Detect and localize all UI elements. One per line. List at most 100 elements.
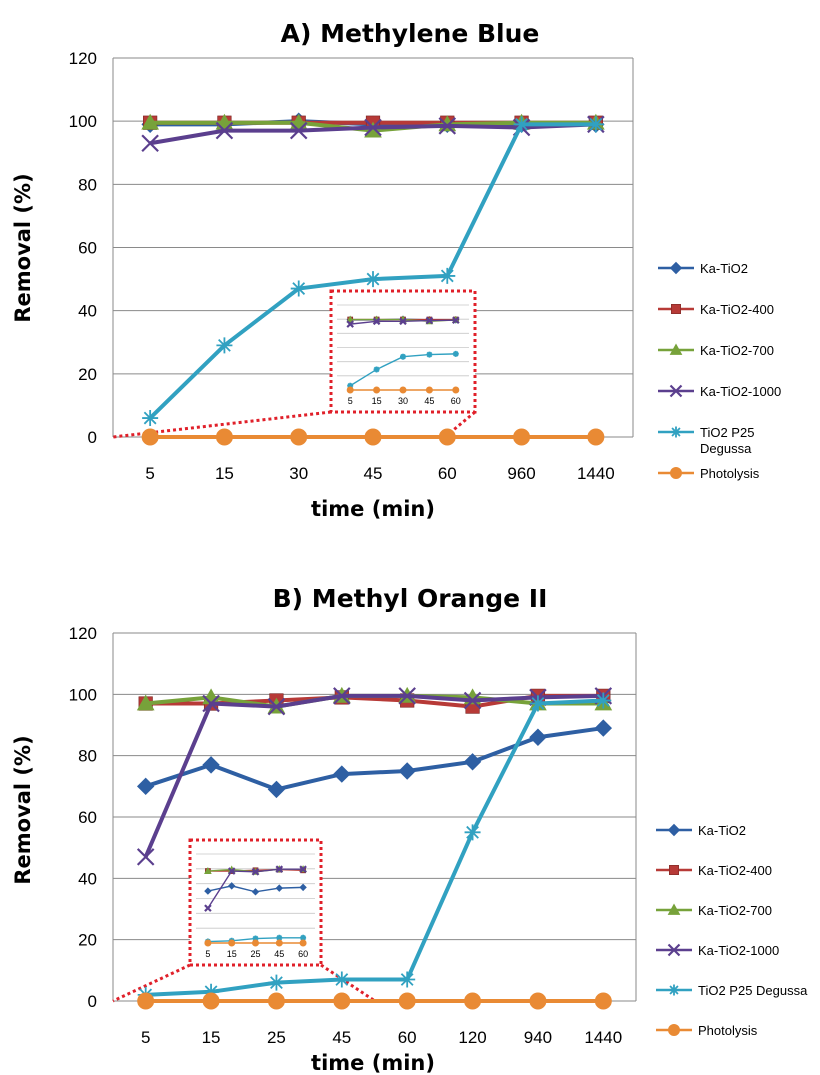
x-tick-label: 5 — [145, 464, 154, 483]
inset-data-point — [204, 939, 212, 947]
inset-data-point — [347, 382, 354, 389]
series-line — [145, 726, 604, 792]
inset-x-tick-label: 5 — [205, 949, 210, 959]
chart-panel-b: B) Methyl Orange II Removal (%) time (mi… — [11, 584, 808, 1075]
data-point — [365, 271, 381, 288]
data-point — [438, 117, 457, 135]
inset-data-point — [346, 315, 355, 323]
legend-marker — [669, 384, 683, 398]
inset-data-point — [227, 882, 236, 890]
x-tick-label: 940 — [524, 1028, 552, 1047]
data-point — [513, 116, 530, 133]
y-tick-label: 120 — [69, 49, 97, 68]
inset-data-point — [299, 883, 307, 892]
x-axis-title: time (min) — [311, 497, 435, 521]
legend-label: Photolysis — [698, 1023, 758, 1038]
data-point — [216, 337, 233, 354]
data-point — [594, 719, 613, 737]
x-tick-label: 15 — [202, 1028, 221, 1047]
data-point — [595, 692, 612, 709]
inset-x-tick-label: 15 — [227, 949, 237, 959]
inset-data-point — [227, 867, 236, 875]
series-photolysis — [141, 428, 605, 446]
inset-data-point — [346, 386, 354, 394]
data-point — [268, 974, 285, 991]
y-tick-label: 100 — [69, 685, 97, 704]
x-tick-label: 5 — [141, 1028, 150, 1047]
data-point — [202, 756, 220, 774]
data-point — [529, 992, 547, 1010]
data-point — [333, 971, 350, 988]
data-point — [463, 691, 482, 710]
inset-data-point — [275, 884, 284, 892]
x-tick-label: 25 — [267, 1028, 286, 1047]
legend-label: Ka-TiO2 — [698, 823, 746, 838]
data-point — [267, 697, 286, 716]
inset-x-tick-label: 25 — [250, 949, 260, 959]
data-point — [364, 428, 382, 446]
x-tick-label: 1440 — [577, 464, 615, 483]
series-ka-tio2 — [136, 719, 613, 799]
data-point — [333, 765, 351, 783]
x-tick-label: 15 — [215, 464, 234, 483]
inset-data-point — [251, 888, 260, 896]
inset-data-point — [425, 386, 433, 394]
data-point — [594, 992, 612, 1010]
series-tio2-p25-degussa — [142, 116, 604, 427]
data-point — [398, 762, 416, 780]
x-tick-label: 120 — [458, 1028, 486, 1047]
data-point — [289, 121, 308, 140]
legend-marker — [669, 261, 683, 275]
chart-title: B) Methyl Orange II — [273, 584, 548, 613]
y-tick-label: 80 — [78, 747, 97, 766]
data-point — [513, 428, 531, 446]
inset-data-point — [299, 939, 307, 947]
y-tick-label: 80 — [78, 175, 97, 194]
y-tick-label: 60 — [78, 239, 97, 258]
data-point — [398, 687, 416, 705]
inset-connector — [320, 963, 376, 1003]
legend-label: Ka-TiO2-400 — [700, 302, 774, 317]
inset-data-point — [299, 865, 307, 873]
series-photolysis — [137, 992, 612, 1010]
legend-label: Photolysis — [700, 466, 760, 481]
legend-marker — [670, 467, 682, 479]
data-point — [439, 267, 456, 284]
inset-data-point — [373, 366, 380, 373]
data-point — [587, 116, 604, 133]
y-tick-label: 0 — [88, 992, 97, 1011]
legend-marker — [668, 984, 680, 996]
series-ka-tio2-1000 — [136, 687, 613, 866]
inset-data-point — [252, 939, 259, 947]
inset-data-point — [346, 320, 354, 328]
data-point — [438, 428, 456, 446]
data-point — [215, 428, 233, 446]
y-axis-title: Removal (%) — [11, 735, 35, 884]
inset-x-tick-label: 60 — [451, 396, 461, 406]
inset-x-tick-label: 15 — [372, 396, 382, 406]
legend: Ka-TiO2 Ka-TiO2-400 Ka-TiO2-700 Ka-TiO2-100… — [656, 823, 808, 1038]
x-tick-label: 45 — [364, 464, 383, 483]
series-line — [143, 693, 604, 858]
legend-label: TiO2 P25 — [700, 425, 754, 440]
inset-data-point — [372, 317, 381, 326]
legend-marker — [667, 903, 681, 915]
legend-marker — [670, 426, 682, 438]
inset-data-point — [400, 353, 406, 360]
legend-marker — [669, 343, 683, 355]
legend-label: Ka-TiO2 — [700, 261, 748, 276]
data-point — [464, 824, 481, 841]
data-point — [587, 428, 605, 446]
inset-data-point — [228, 939, 236, 947]
data-point — [333, 687, 351, 705]
legend-label: Ka-TiO2-400 — [698, 863, 772, 878]
inset-data-point — [399, 317, 407, 326]
series-line — [145, 698, 604, 997]
inset-border — [329, 289, 477, 414]
inset-data-point — [204, 904, 212, 912]
data-point — [463, 753, 482, 771]
x-tick-label: 30 — [289, 464, 308, 483]
inset-data-point — [452, 386, 460, 394]
inset-data-point — [373, 386, 381, 394]
y-tick-label: 20 — [78, 931, 97, 950]
